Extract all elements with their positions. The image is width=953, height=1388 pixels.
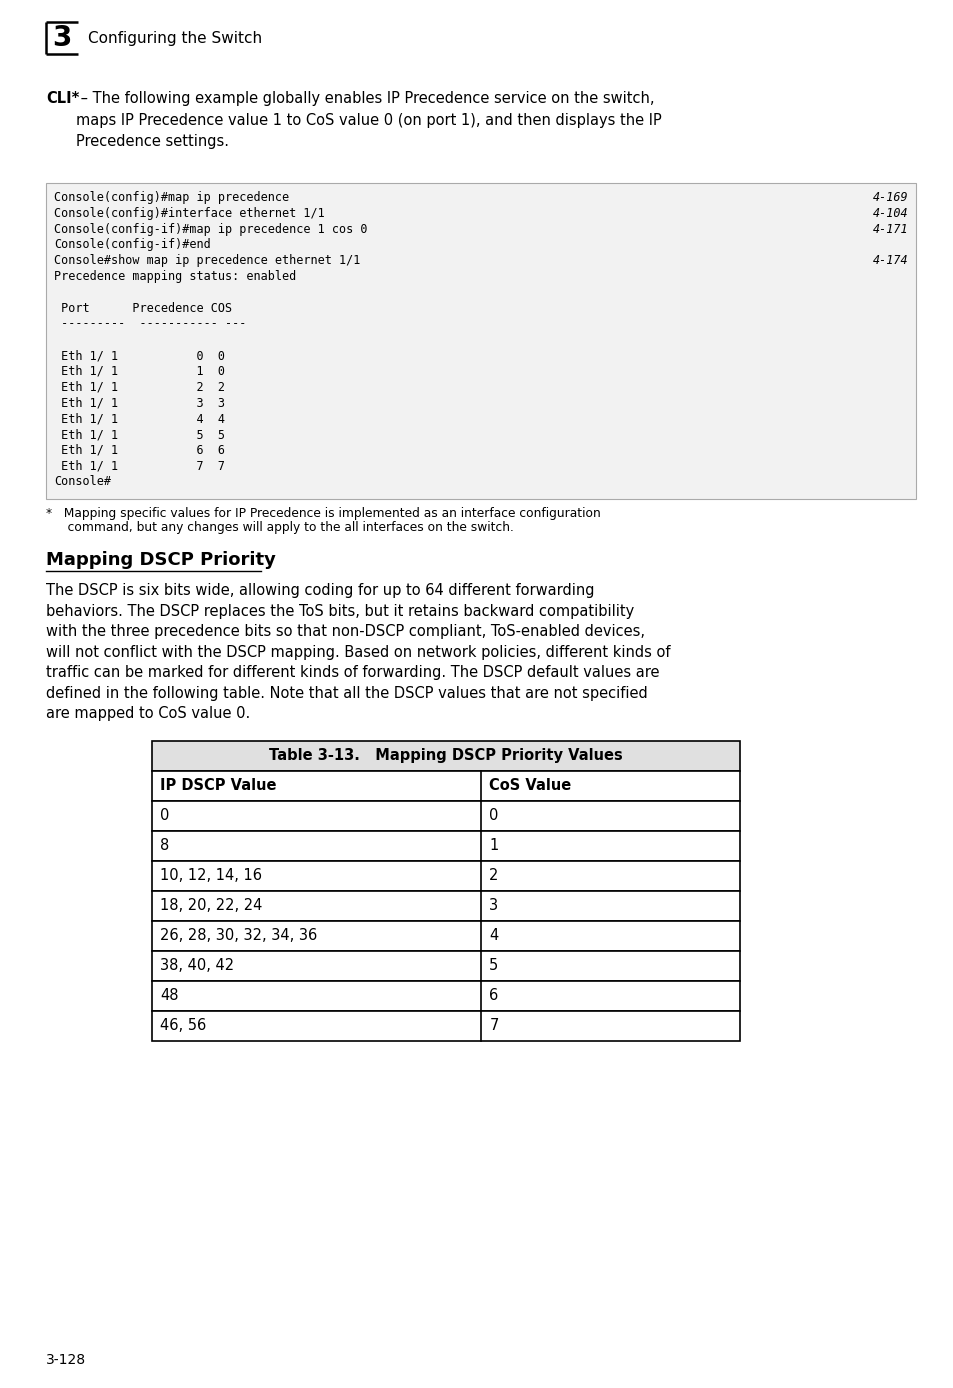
Text: 8: 8 <box>160 838 169 854</box>
Text: 48: 48 <box>160 988 178 1004</box>
Text: CoS Value: CoS Value <box>489 779 571 793</box>
Text: 5: 5 <box>489 958 498 973</box>
FancyBboxPatch shape <box>152 801 740 830</box>
Text: CLI*: CLI* <box>46 92 79 105</box>
Text: Mapping DSCP Priority: Mapping DSCP Priority <box>46 551 275 569</box>
FancyBboxPatch shape <box>152 830 740 861</box>
Text: 2: 2 <box>489 869 498 883</box>
Text: with the three precedence bits so that non-DSCP compliant, ToS-enabled devices,: with the three precedence bits so that n… <box>46 625 644 640</box>
Text: Eth 1/ 1           0  0: Eth 1/ 1 0 0 <box>54 348 225 362</box>
FancyBboxPatch shape <box>152 1010 740 1041</box>
Text: Port      Precedence COS: Port Precedence COS <box>54 301 232 315</box>
Text: Console#show map ip precedence ethernet 1/1: Console#show map ip precedence ethernet … <box>54 254 360 268</box>
Text: will not conflict with the DSCP mapping. Based on network policies, different ki: will not conflict with the DSCP mapping.… <box>46 644 670 659</box>
FancyBboxPatch shape <box>152 981 740 1010</box>
Text: Console(config)#map ip precedence: Console(config)#map ip precedence <box>54 192 289 204</box>
Text: 4-174: 4-174 <box>871 254 907 268</box>
FancyBboxPatch shape <box>152 891 740 920</box>
Text: The DSCP is six bits wide, allowing coding for up to 64 different forwarding: The DSCP is six bits wide, allowing codi… <box>46 583 594 598</box>
FancyBboxPatch shape <box>152 770 740 801</box>
Text: command, but any changes will apply to the all interfaces on the switch.: command, but any changes will apply to t… <box>56 522 514 534</box>
Text: 10, 12, 14, 16: 10, 12, 14, 16 <box>160 869 262 883</box>
Text: are mapped to CoS value 0.: are mapped to CoS value 0. <box>46 706 250 722</box>
Text: Configuring the Switch: Configuring the Switch <box>88 31 262 46</box>
Text: IP DSCP Value: IP DSCP Value <box>160 779 276 793</box>
Text: 26, 28, 30, 32, 34, 36: 26, 28, 30, 32, 34, 36 <box>160 929 317 944</box>
Text: Eth 1/ 1           3  3: Eth 1/ 1 3 3 <box>54 397 225 409</box>
Text: 4-104: 4-104 <box>871 207 907 219</box>
Text: 1: 1 <box>489 838 498 854</box>
Text: Eth 1/ 1           1  0: Eth 1/ 1 1 0 <box>54 365 225 378</box>
Text: Eth 1/ 1           5  5: Eth 1/ 1 5 5 <box>54 428 225 441</box>
Text: behaviors. The DSCP replaces the ToS bits, but it retains backward compatibility: behaviors. The DSCP replaces the ToS bit… <box>46 604 634 619</box>
Text: Eth 1/ 1           6  6: Eth 1/ 1 6 6 <box>54 444 225 457</box>
Text: Console#: Console# <box>54 476 111 489</box>
Text: 18, 20, 22, 24: 18, 20, 22, 24 <box>160 898 262 913</box>
Text: Console(config-if)#end: Console(config-if)#end <box>54 239 211 251</box>
FancyBboxPatch shape <box>152 741 740 770</box>
Text: 0: 0 <box>489 808 498 823</box>
Text: 0: 0 <box>160 808 170 823</box>
Text: traffic can be marked for different kinds of forwarding. The DSCP default values: traffic can be marked for different kind… <box>46 665 659 680</box>
Text: 4: 4 <box>489 929 498 944</box>
Text: 4-169: 4-169 <box>871 192 907 204</box>
Text: *: * <box>46 507 52 520</box>
Text: 38, 40, 42: 38, 40, 42 <box>160 958 233 973</box>
Text: 4-171: 4-171 <box>871 222 907 236</box>
Text: 7: 7 <box>489 1019 498 1033</box>
Text: 3-128: 3-128 <box>46 1353 86 1367</box>
Text: Eth 1/ 1           2  2: Eth 1/ 1 2 2 <box>54 380 225 394</box>
Text: Eth 1/ 1           7  7: Eth 1/ 1 7 7 <box>54 459 225 472</box>
FancyBboxPatch shape <box>152 920 740 951</box>
Text: 46, 56: 46, 56 <box>160 1019 206 1033</box>
Text: Console(config)#interface ethernet 1/1: Console(config)#interface ethernet 1/1 <box>54 207 324 219</box>
FancyBboxPatch shape <box>152 861 740 891</box>
FancyBboxPatch shape <box>46 183 915 500</box>
Text: Eth 1/ 1           4  4: Eth 1/ 1 4 4 <box>54 412 225 425</box>
Text: 3: 3 <box>52 24 71 51</box>
FancyBboxPatch shape <box>152 951 740 981</box>
Text: defined in the following table. Note that all the DSCP values that are not speci: defined in the following table. Note tha… <box>46 686 647 701</box>
Text: Mapping specific values for IP Precedence is implemented as an interface configu: Mapping specific values for IP Precedenc… <box>56 507 600 520</box>
Text: – The following example globally enables IP Precedence service on the switch,
ma: – The following example globally enables… <box>76 92 661 149</box>
Text: Table 3-13.   Mapping DSCP Priority Values: Table 3-13. Mapping DSCP Priority Values <box>269 748 622 763</box>
Text: ---------  ----------- ---: --------- ----------- --- <box>54 318 246 330</box>
Text: Console(config-if)#map ip precedence 1 cos 0: Console(config-if)#map ip precedence 1 c… <box>54 222 367 236</box>
Text: Precedence mapping status: enabled: Precedence mapping status: enabled <box>54 271 296 283</box>
Text: 3: 3 <box>489 898 497 913</box>
Text: 6: 6 <box>489 988 498 1004</box>
